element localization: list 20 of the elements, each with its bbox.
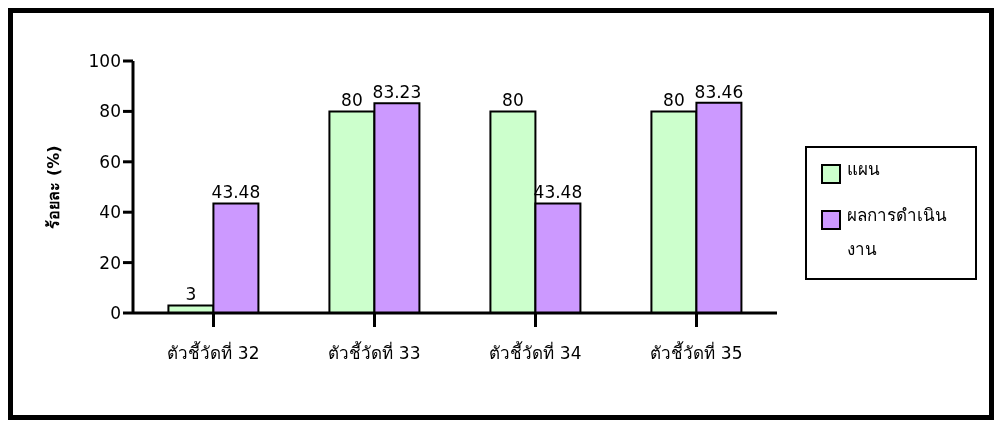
- y-tick-label: 100: [88, 51, 121, 72]
- x-tick-label: ตัวชี้วัดที่ 32: [167, 341, 260, 364]
- x-tick-label: ตัวชี้วัดที่ 34: [489, 341, 582, 364]
- legend-label: ผลการดำเนินงาน: [847, 204, 948, 261]
- legend-label: แผน: [847, 158, 880, 181]
- data-label: 80: [341, 90, 363, 111]
- data-label: 80: [502, 90, 524, 111]
- y-tick-label: 20: [99, 252, 121, 273]
- x-tick-label: ตัวชี้วัดที่ 35: [650, 341, 743, 364]
- x-tick-label: ตัวชี้วัดที่ 33: [328, 341, 421, 364]
- data-label: 3: [185, 284, 197, 305]
- data-label: 80: [663, 90, 685, 111]
- data-label: 83.23: [372, 82, 422, 103]
- y-tick-label: 80: [99, 101, 121, 122]
- data-label: 43.48: [211, 182, 261, 203]
- y-axis-title: ร้อยละ (%): [43, 145, 63, 229]
- y-tick-label: 60: [99, 151, 121, 172]
- data-label: 83.46: [694, 81, 744, 102]
- y-tick-label: 40: [99, 202, 121, 223]
- y-tick-label: 0: [110, 303, 121, 324]
